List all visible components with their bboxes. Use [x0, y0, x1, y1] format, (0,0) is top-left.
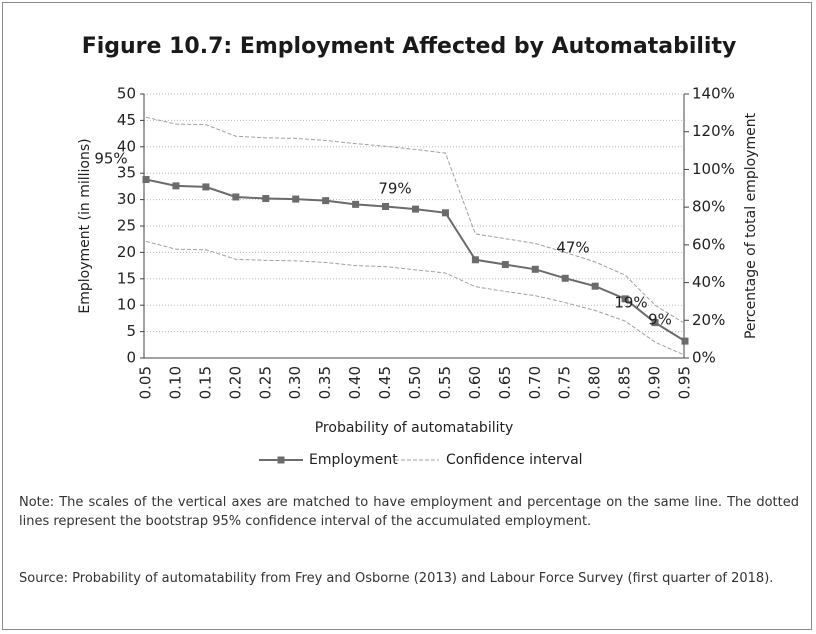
- source: Source: Probability of automatability fr…: [19, 571, 774, 586]
- marker: [531, 265, 539, 273]
- y2-tick-label: 60%: [692, 235, 725, 253]
- y-tick-label: 40: [117, 137, 136, 155]
- marker: [172, 182, 180, 190]
- x-tick-label: 0.50: [406, 366, 424, 399]
- x-tick-label: 0.20: [226, 366, 244, 399]
- y2-tick-label: 0%: [692, 349, 716, 367]
- y-tick-label: 50: [117, 85, 136, 103]
- x-tick-label: 0.95: [676, 366, 694, 399]
- x-tick-label: 0.35: [316, 366, 334, 399]
- marker: [142, 176, 150, 184]
- confidence-line: [145, 240, 686, 356]
- y-tick-label: 45: [117, 111, 136, 129]
- marker: [651, 319, 659, 327]
- employment-line: [145, 178, 686, 342]
- annotation: 19%: [614, 294, 647, 312]
- annotation: 47%: [556, 239, 589, 257]
- legend-marker: [277, 456, 285, 464]
- x-tick-label: 0.60: [466, 366, 484, 399]
- x-tick-label: 0.90: [646, 366, 664, 399]
- marker: [621, 295, 629, 303]
- marker: [441, 209, 449, 217]
- marker: [202, 183, 210, 191]
- x-tick-label: 0.40: [346, 366, 364, 399]
- y2-tick-label: 40%: [692, 273, 725, 291]
- y-axis-title: Employment (in millions): [77, 138, 93, 313]
- y-tick-label: 10: [117, 296, 136, 314]
- marker: [352, 200, 360, 208]
- y2-tick-label: 120%: [692, 122, 735, 140]
- x-tick-label: 0.05: [137, 366, 155, 399]
- x-axis-title: Probability of automatability: [315, 420, 514, 436]
- marker: [501, 261, 509, 269]
- legend-label: Confidence interval: [446, 452, 583, 468]
- marker: [322, 197, 330, 205]
- y-tick-label: 30: [117, 190, 136, 208]
- y-tick-label: 5: [126, 322, 136, 340]
- x-tick-label: 0.45: [376, 366, 394, 399]
- x-tick-label: 0.80: [586, 366, 604, 399]
- marker: [591, 282, 599, 290]
- y-tick-label: 15: [117, 269, 136, 287]
- y-tick-label: 20: [117, 243, 136, 261]
- x-tick-label: 0.55: [436, 366, 454, 399]
- y2-tick-label: 140%: [692, 85, 735, 103]
- x-tick-label: 0.10: [166, 366, 184, 399]
- marker: [471, 256, 479, 264]
- x-tick-label: 0.30: [286, 366, 304, 399]
- annotation: 9%: [648, 311, 672, 329]
- marker: [232, 193, 240, 201]
- marker: [382, 202, 390, 210]
- annotation: 79%: [378, 180, 411, 198]
- legend-label: Employment: [309, 452, 398, 468]
- confidence-line: [145, 116, 686, 325]
- marker: [412, 205, 419, 213]
- marker: [262, 195, 270, 203]
- y2-tick-label: 80%: [692, 198, 725, 216]
- y2-tick-label: 20%: [692, 311, 725, 329]
- y2-tick-label: 100%: [692, 160, 735, 178]
- marker: [561, 274, 569, 282]
- y-tick-label: 0: [126, 349, 136, 367]
- x-tick-label: 0.15: [196, 366, 214, 399]
- chart: Figure 10.7: Employment Affected by Auto…: [77, 34, 759, 468]
- annotation: 95%: [94, 150, 127, 168]
- marker: [681, 337, 689, 345]
- y-tick-label: 35: [117, 164, 136, 182]
- marker: [292, 195, 300, 203]
- chart-title: Figure 10.7: Employment Affected by Auto…: [82, 34, 737, 59]
- note: Note: The scales of the vertical axes ar…: [19, 495, 799, 529]
- y-tick-label: 25: [117, 217, 136, 235]
- x-tick-label: 0.85: [616, 366, 634, 399]
- x-tick-label: 0.25: [256, 366, 274, 399]
- x-tick-label: 0.65: [496, 366, 514, 399]
- x-tick-label: 0.75: [556, 366, 574, 399]
- y2-axis-title: Percentage of total employment: [743, 112, 759, 339]
- x-tick-label: 0.70: [526, 366, 544, 399]
